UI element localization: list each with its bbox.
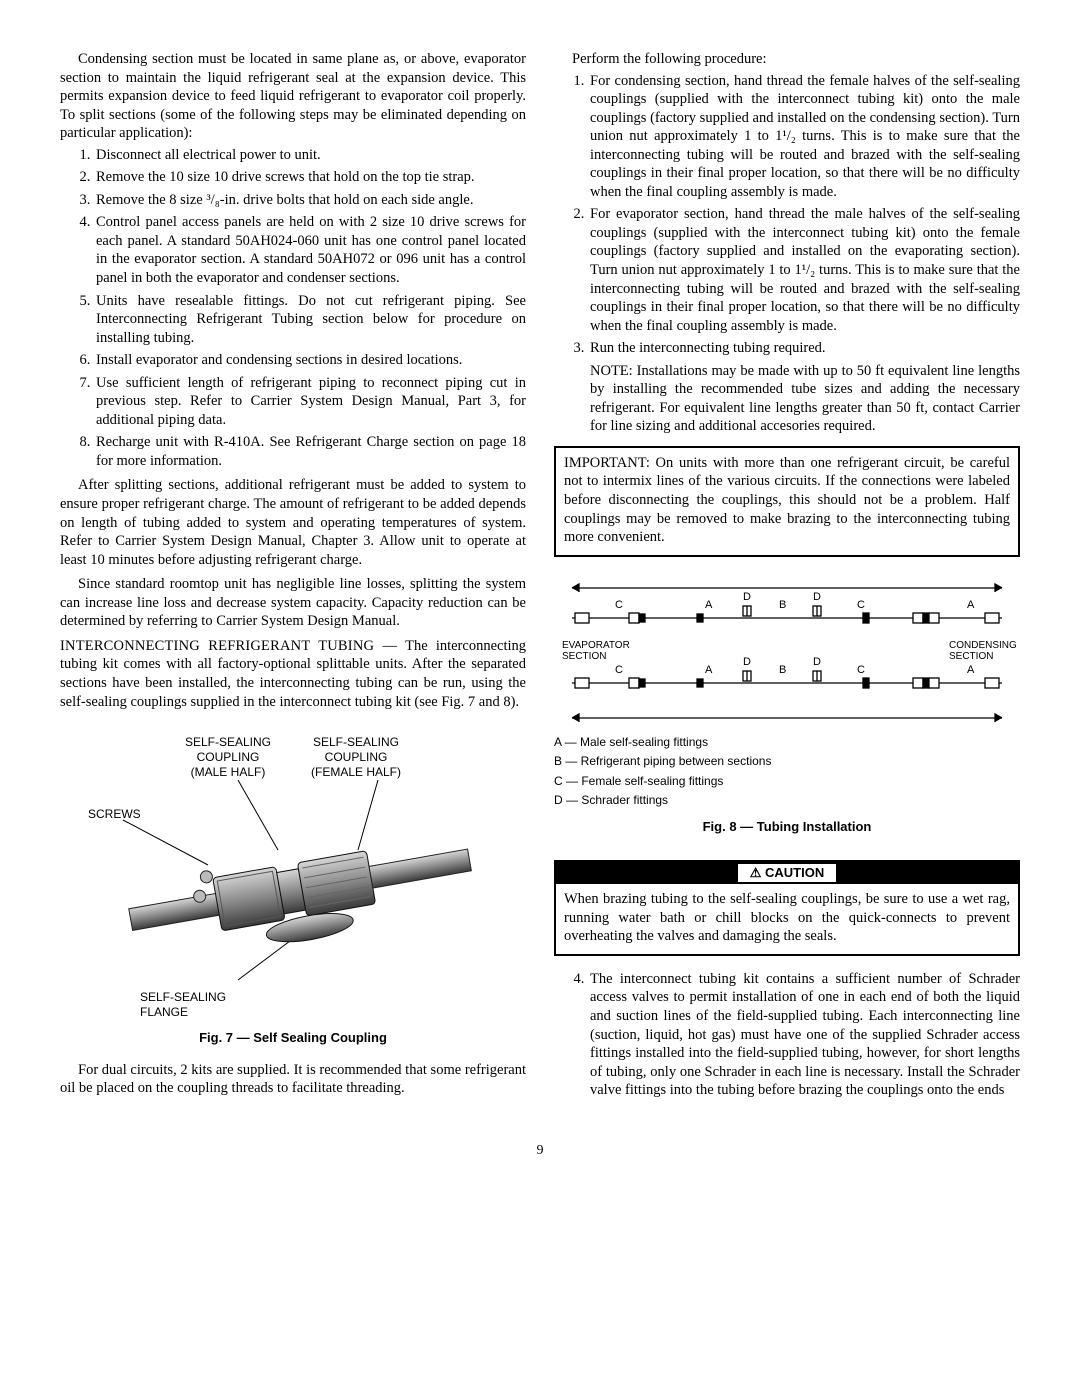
svg-text:C: C xyxy=(615,664,623,676)
svg-text:SECTION: SECTION xyxy=(562,651,606,662)
important-box: IMPORTANT: On units with more than one r… xyxy=(554,446,1020,557)
fig8-caption: Fig. 8 — Tubing Installation xyxy=(554,819,1020,836)
right-steps-list-2: The interconnect tubing kit contains a s… xyxy=(554,970,1020,1100)
left-step-8: Recharge unit with R-410A. See Refrigera… xyxy=(94,433,526,470)
fig8-tubing-diagram: C A D B D C A xyxy=(557,573,1017,733)
fig7-label-male-half: SELF-SEALING COUPLING (MALE HALF) xyxy=(185,735,271,780)
right-step-3: Run the interconnecting tubing required.… xyxy=(588,339,1020,436)
right-steps-list: For condensing section, hand thread the … xyxy=(554,72,1020,436)
svg-text:CONDENSING: CONDENSING xyxy=(949,640,1017,651)
right-step-2: For evaporator section, hand thread the … xyxy=(588,205,1020,335)
svg-text:D: D xyxy=(743,591,751,603)
left-paragraph-linelosses: Since standard roomtop unit has negligib… xyxy=(60,575,526,631)
interconnecting-heading: INTERCONNECTING REFRIGERANT TUBING — xyxy=(60,638,397,654)
important-text: IMPORTANT: On units with more than one r… xyxy=(564,455,1010,545)
left-step-2: Remove the 10 size 10 drive screws that … xyxy=(94,168,526,187)
svg-text:SECTION: SECTION xyxy=(949,651,993,662)
fig8-legend-b: B — Refrigerant piping between sections xyxy=(554,754,1020,770)
caution-header: ⚠ CAUTION xyxy=(556,862,1018,885)
svg-text:C: C xyxy=(615,599,623,611)
page-number: 9 xyxy=(60,1142,1020,1160)
svg-text:EVAPORATOR: EVAPORATOR xyxy=(562,640,630,651)
left-paragraph-dual-circuits: For dual circuits, 2 kits are supplied. … xyxy=(60,1061,526,1098)
caution-box: ⚠ CAUTION When brazing tubing to the sel… xyxy=(554,860,1020,956)
caution-body: When brazing tubing to the self-sealing … xyxy=(556,884,1018,954)
svg-text:D: D xyxy=(813,591,821,603)
right-intro: Perform the following procedure: xyxy=(554,50,1020,69)
fig8-legend-a: A — Male self-sealing fittings xyxy=(554,735,1020,751)
left-paragraph-interconnecting: INTERCONNECTING REFRIGERANT TUBING — The… xyxy=(60,637,526,711)
svg-text:D: D xyxy=(813,656,821,668)
svg-text:B: B xyxy=(779,664,786,676)
fig7-coupling-illustration: SCREWS xyxy=(88,780,498,990)
left-paragraph-after-split: After splitting sections, additional ref… xyxy=(60,476,526,569)
left-intro-paragraph: Condensing section must be located in sa… xyxy=(60,50,526,143)
svg-text:A: A xyxy=(705,664,713,676)
right-note: NOTE: Installations may be made with up … xyxy=(590,362,1020,436)
left-step-3: Remove the 8 size ³/₈-in. drive bolts th… xyxy=(94,191,526,210)
svg-text:B: B xyxy=(779,599,786,611)
svg-text:D: D xyxy=(743,656,751,668)
right-step-3-text: Run the interconnecting tubing required. xyxy=(590,340,826,356)
fig7-caption: Fig. 7 — Self Sealing Coupling xyxy=(60,1030,526,1047)
left-step-5: Units have resealable fittings. Do not c… xyxy=(94,292,526,348)
svg-text:C: C xyxy=(857,599,865,611)
left-step-4: Control panel access panels are held on … xyxy=(94,213,526,287)
left-step-6: Install evaporator and condensing sectio… xyxy=(94,351,526,370)
svg-text:A: A xyxy=(705,599,713,611)
caution-badge: ⚠ CAUTION xyxy=(738,864,836,883)
left-step-1: Disconnect all electrical power to unit. xyxy=(94,146,526,165)
svg-text:A: A xyxy=(967,664,975,676)
right-step-4: The interconnect tubing kit contains a s… xyxy=(588,970,1020,1100)
fig8-legend-c: C — Female self-sealing fittings xyxy=(554,774,1020,790)
fig7-label-flange: SELF-SEALING FLANGE xyxy=(140,990,526,1020)
fig8-legend-d: D — Schrader fittings xyxy=(554,793,1020,809)
svg-text:A: A xyxy=(967,599,975,611)
left-step-7: Use sufficient length of refrigerant pip… xyxy=(94,374,526,430)
svg-text:C: C xyxy=(857,664,865,676)
left-steps-list: Disconnect all electrical power to unit.… xyxy=(60,146,526,471)
right-step-1: For condensing section, hand thread the … xyxy=(588,72,1020,202)
fig7-screws-text: SCREWS xyxy=(88,807,141,821)
fig7-label-female-half: SELF-SEALING COUPLING (FEMALE HALF) xyxy=(311,735,401,780)
